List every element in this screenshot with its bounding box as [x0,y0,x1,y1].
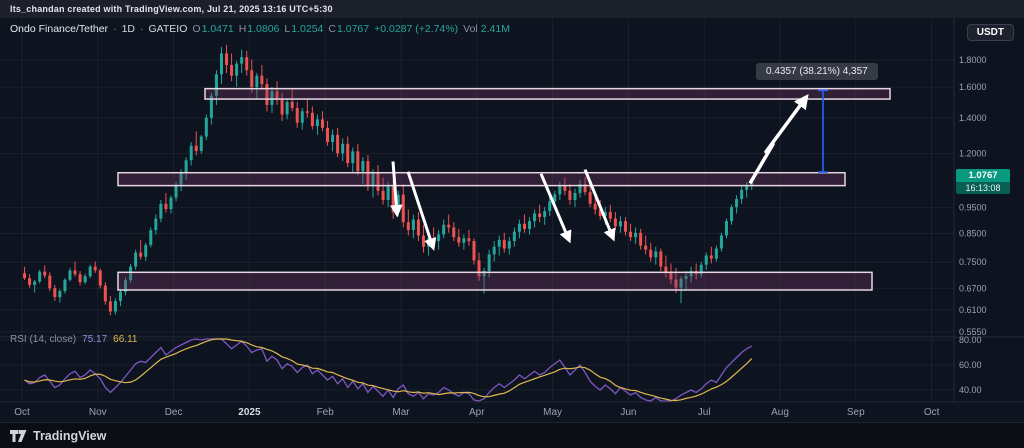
bottom-brand-bar: TradingView [0,422,1024,448]
axis-label: Mar [392,407,410,418]
axis-label: May [543,407,562,418]
candles-layer[interactable] [23,44,754,316]
axis-label: 1.4000 [959,113,987,123]
axis-label: Aug [771,407,789,418]
rsi-value: 75.17 [82,334,108,345]
price-range-label[interactable]: 0.4357 (38.21%) 4,357 [756,63,878,80]
rsi-title[interactable]: RSI (14, close) [10,334,77,345]
ohlc-high: H 1.0806 [238,23,280,35]
attribution-bar: Its_chandan created with TradingView.com… [0,0,1024,18]
axis-label: 40.00 [959,385,982,395]
price-zone-rect [117,271,873,291]
rsi-layer [24,338,753,402]
down-arrow [583,169,616,242]
axis-label: Feb [317,407,335,418]
axis-label: 2025 [238,407,261,418]
rsi-legend: RSI (14, close) 75.17 66.11 [10,334,137,345]
bar-countdown: 16:13:08 [956,182,1010,194]
axes-layer[interactable]: 1.8000 1.6000 1.4000 1.2000 0.9500 0.8500 0.75… [0,18,1024,418]
price-zone-rect [204,87,891,100]
tradingview-logo-icon[interactable] [10,429,27,443]
axis-label: 0.5550 [959,327,987,337]
attribution-text: Its_chandan created with TradingView.com… [10,4,333,14]
axis-label: Jul [698,407,711,418]
axis-label: Oct [14,407,30,418]
down-arrow [390,161,403,218]
axis-label: 60.00 [959,360,982,370]
axis-label: 0.9500 [959,203,987,213]
axis-label: 1.8000 [959,55,987,65]
zones-layer[interactable] [117,87,891,291]
axis-label: Apr [469,407,485,418]
price-zone-rect [117,171,846,187]
symbol-name[interactable]: Ondo Finance/Tether [10,23,109,35]
up-zigzag-arrow [748,93,809,185]
down-arrow [539,173,572,244]
axis-label: Dec [165,407,183,418]
axis-label: Nov [89,407,107,418]
separator-dot: · [113,23,117,35]
axis-label: 0.6100 [959,305,987,315]
currency-toggle-button[interactable]: USDT [966,24,1014,41]
axis-label: 1.2000 [959,149,987,159]
axis-label: Oct [924,407,940,418]
tradingview-wordmark[interactable]: TradingView [33,429,107,443]
ohlc-low: L 1.0254 [284,23,324,35]
axis-label: Sep [847,407,865,418]
axis-label: Jun [620,407,636,418]
axis-label: 1.6000 [959,82,987,92]
last-price: 1.0767 [956,169,1010,182]
ohlc-close: C 1.0767 [328,23,370,35]
change-label: +0.0287 (+2.74%) [374,23,459,35]
volume: Vol 2.41M [463,23,510,35]
ohlc-open: O 1.0471 [192,23,234,35]
arrows-layer[interactable] [390,93,809,251]
rsi-ma-value: 66.11 [113,334,138,345]
interval-label[interactable]: 1D [121,23,135,35]
axis-label: 0.7500 [959,257,987,267]
measure-layer[interactable] [818,89,828,173]
symbol-legend: Ondo Finance/Tether · 1D · GATEIO O 1.047… [10,23,510,35]
grid-layer [0,18,954,402]
down-arrow [406,171,437,251]
separator-dot: · [140,23,144,35]
axis-label: 0.6700 [959,283,987,293]
last-price-badge[interactable]: 1.0767 16:13:08 [956,169,1010,194]
axis-label: 80.00 [959,335,982,345]
exchange-label: GATEIO [148,23,188,35]
axis-label: 0.8500 [959,228,987,238]
